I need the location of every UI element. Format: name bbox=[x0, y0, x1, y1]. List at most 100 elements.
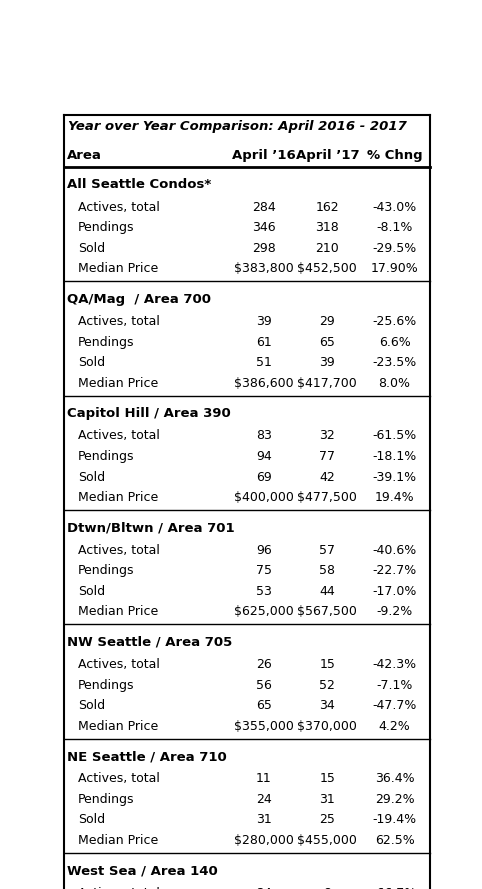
Text: -7.1%: -7.1% bbox=[376, 678, 413, 692]
Text: 25: 25 bbox=[320, 813, 335, 827]
Text: 318: 318 bbox=[315, 221, 339, 235]
Text: 32: 32 bbox=[320, 429, 335, 443]
Text: -8.1%: -8.1% bbox=[376, 221, 413, 235]
Text: 15: 15 bbox=[320, 658, 335, 671]
Text: 65: 65 bbox=[256, 699, 272, 712]
Text: 53: 53 bbox=[256, 585, 272, 597]
Text: $355,000: $355,000 bbox=[234, 720, 294, 733]
Text: 162: 162 bbox=[316, 201, 339, 214]
Text: 24: 24 bbox=[256, 886, 272, 889]
Text: 44: 44 bbox=[320, 585, 335, 597]
Text: 57: 57 bbox=[320, 544, 335, 557]
Text: 24: 24 bbox=[256, 793, 272, 806]
Text: Median Price: Median Price bbox=[78, 491, 158, 504]
Text: 11: 11 bbox=[256, 773, 272, 785]
Text: Median Price: Median Price bbox=[78, 720, 158, 733]
Text: 62.5%: 62.5% bbox=[375, 834, 415, 847]
Text: Median Price: Median Price bbox=[78, 377, 158, 389]
Text: Pendings: Pendings bbox=[78, 793, 134, 806]
Text: -39.1%: -39.1% bbox=[373, 470, 416, 484]
Text: Actives, total: Actives, total bbox=[78, 544, 160, 557]
Text: Actives, total: Actives, total bbox=[78, 429, 160, 443]
Text: 15: 15 bbox=[320, 773, 335, 785]
Text: 77: 77 bbox=[320, 450, 335, 463]
Text: $280,000: $280,000 bbox=[234, 834, 294, 847]
Text: Area: Area bbox=[67, 149, 102, 163]
Text: $386,600: $386,600 bbox=[234, 377, 294, 389]
Text: 75: 75 bbox=[256, 565, 272, 577]
Text: 56: 56 bbox=[256, 678, 272, 692]
Text: Actives, total: Actives, total bbox=[78, 201, 160, 214]
Text: Median Price: Median Price bbox=[78, 262, 158, 276]
Text: 346: 346 bbox=[252, 221, 276, 235]
Text: 17.90%: 17.90% bbox=[371, 262, 418, 276]
Text: 6.6%: 6.6% bbox=[379, 336, 411, 348]
Text: -23.5%: -23.5% bbox=[373, 356, 417, 369]
Text: 65: 65 bbox=[320, 336, 335, 348]
Text: April ’17: April ’17 bbox=[295, 149, 359, 163]
Text: Sold: Sold bbox=[78, 470, 105, 484]
Text: $383,800: $383,800 bbox=[234, 262, 294, 276]
Text: NE Seattle / Area 710: NE Seattle / Area 710 bbox=[67, 750, 227, 763]
Text: 39: 39 bbox=[256, 315, 272, 328]
Text: -43.0%: -43.0% bbox=[373, 201, 417, 214]
Text: 34: 34 bbox=[320, 699, 335, 712]
Text: -66.7%: -66.7% bbox=[373, 886, 417, 889]
Text: Dtwn/Bltwn / Area 701: Dtwn/Bltwn / Area 701 bbox=[67, 521, 234, 534]
Text: 51: 51 bbox=[256, 356, 272, 369]
Text: $625,000: $625,000 bbox=[234, 605, 294, 619]
Text: -25.6%: -25.6% bbox=[373, 315, 417, 328]
Text: 36.4%: 36.4% bbox=[375, 773, 415, 785]
Text: $417,700: $417,700 bbox=[297, 377, 357, 389]
Text: -40.6%: -40.6% bbox=[373, 544, 417, 557]
Text: All Seattle Condos*: All Seattle Condos* bbox=[67, 179, 211, 191]
Text: $455,000: $455,000 bbox=[297, 834, 357, 847]
Text: Sold: Sold bbox=[78, 813, 105, 827]
Text: 42: 42 bbox=[320, 470, 335, 484]
Text: 8.0%: 8.0% bbox=[378, 377, 411, 389]
Text: -17.0%: -17.0% bbox=[373, 585, 417, 597]
Text: Median Price: Median Price bbox=[78, 834, 158, 847]
Text: Sold: Sold bbox=[78, 585, 105, 597]
Text: Actives, total: Actives, total bbox=[78, 886, 160, 889]
Text: $370,000: $370,000 bbox=[297, 720, 357, 733]
Text: -22.7%: -22.7% bbox=[373, 565, 417, 577]
Text: 298: 298 bbox=[252, 242, 276, 255]
Text: Year over Year Comparison: April 2016 - 2017: Year over Year Comparison: April 2016 - … bbox=[68, 120, 407, 133]
Text: -29.5%: -29.5% bbox=[373, 242, 417, 255]
Text: Actives, total: Actives, total bbox=[78, 773, 160, 785]
Text: 284: 284 bbox=[252, 201, 276, 214]
Text: 39: 39 bbox=[320, 356, 335, 369]
Text: $452,500: $452,500 bbox=[297, 262, 357, 276]
Text: -42.3%: -42.3% bbox=[373, 658, 416, 671]
Text: -19.4%: -19.4% bbox=[373, 813, 416, 827]
Text: 26: 26 bbox=[256, 658, 272, 671]
Text: $400,000: $400,000 bbox=[234, 491, 294, 504]
Text: 52: 52 bbox=[320, 678, 335, 692]
Text: Pendings: Pendings bbox=[78, 450, 134, 463]
Text: 58: 58 bbox=[320, 565, 335, 577]
Text: % Chng: % Chng bbox=[367, 149, 422, 163]
Text: 83: 83 bbox=[256, 429, 272, 443]
Text: 29.2%: 29.2% bbox=[375, 793, 415, 806]
Text: QA/Mag  / Area 700: QA/Mag / Area 700 bbox=[67, 292, 211, 306]
Text: Sold: Sold bbox=[78, 699, 105, 712]
Text: Sold: Sold bbox=[78, 242, 105, 255]
Text: $567,500: $567,500 bbox=[297, 605, 357, 619]
Text: -9.2%: -9.2% bbox=[376, 605, 413, 619]
Text: NW Seattle / Area 705: NW Seattle / Area 705 bbox=[67, 636, 232, 649]
Text: $477,500: $477,500 bbox=[297, 491, 357, 504]
Text: 94: 94 bbox=[256, 450, 272, 463]
Text: Pendings: Pendings bbox=[78, 565, 134, 577]
Text: Actives, total: Actives, total bbox=[78, 315, 160, 328]
Text: Pendings: Pendings bbox=[78, 336, 134, 348]
Text: Actives, total: Actives, total bbox=[78, 658, 160, 671]
Text: West Sea / Area 140: West Sea / Area 140 bbox=[67, 864, 217, 877]
Text: April ’16: April ’16 bbox=[232, 149, 296, 163]
Text: 61: 61 bbox=[256, 336, 272, 348]
Text: -18.1%: -18.1% bbox=[373, 450, 417, 463]
Text: 19.4%: 19.4% bbox=[375, 491, 415, 504]
Text: Pendings: Pendings bbox=[78, 678, 134, 692]
Text: -61.5%: -61.5% bbox=[373, 429, 417, 443]
Text: Median Price: Median Price bbox=[78, 605, 158, 619]
